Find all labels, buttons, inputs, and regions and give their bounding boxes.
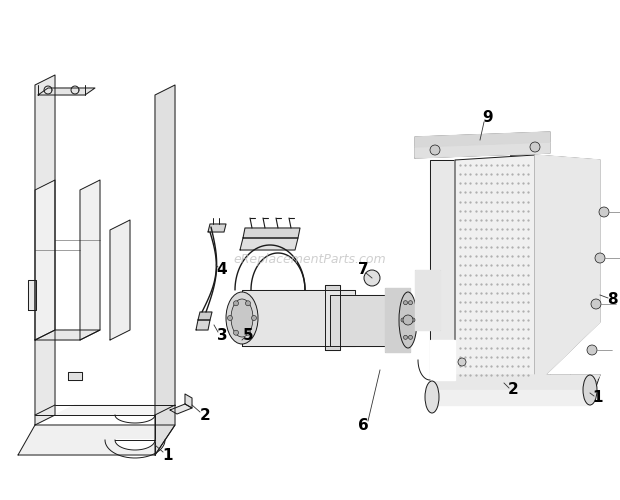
Polygon shape bbox=[415, 270, 440, 330]
Text: eReplacementParts.com: eReplacementParts.com bbox=[234, 254, 386, 266]
Circle shape bbox=[246, 330, 250, 335]
Polygon shape bbox=[170, 404, 192, 414]
Text: 1: 1 bbox=[593, 390, 603, 406]
Polygon shape bbox=[430, 160, 455, 390]
Polygon shape bbox=[408, 313, 418, 327]
Polygon shape bbox=[426, 292, 436, 300]
Text: 8: 8 bbox=[607, 292, 618, 308]
Polygon shape bbox=[38, 88, 95, 95]
Polygon shape bbox=[510, 155, 535, 385]
Text: 4: 4 bbox=[216, 262, 228, 278]
Circle shape bbox=[409, 336, 412, 340]
Polygon shape bbox=[240, 238, 298, 250]
Polygon shape bbox=[35, 330, 100, 340]
Polygon shape bbox=[80, 180, 100, 340]
Polygon shape bbox=[243, 228, 300, 238]
Ellipse shape bbox=[226, 292, 258, 344]
Polygon shape bbox=[325, 285, 340, 350]
Polygon shape bbox=[430, 340, 455, 380]
Polygon shape bbox=[430, 390, 590, 405]
Polygon shape bbox=[415, 132, 550, 147]
Polygon shape bbox=[115, 440, 155, 450]
Polygon shape bbox=[330, 295, 390, 346]
Polygon shape bbox=[430, 385, 535, 390]
Polygon shape bbox=[385, 288, 410, 352]
Text: 9: 9 bbox=[483, 110, 494, 126]
Ellipse shape bbox=[399, 292, 417, 348]
Circle shape bbox=[401, 318, 405, 322]
Circle shape bbox=[599, 207, 609, 217]
Polygon shape bbox=[490, 380, 506, 388]
Circle shape bbox=[587, 345, 597, 355]
Ellipse shape bbox=[583, 375, 597, 405]
Polygon shape bbox=[155, 85, 175, 455]
Circle shape bbox=[228, 316, 232, 320]
Circle shape bbox=[430, 145, 440, 155]
Polygon shape bbox=[208, 224, 226, 232]
Circle shape bbox=[364, 270, 380, 286]
Polygon shape bbox=[18, 425, 175, 455]
Circle shape bbox=[234, 330, 239, 335]
Polygon shape bbox=[415, 142, 550, 158]
Circle shape bbox=[530, 142, 540, 152]
Polygon shape bbox=[35, 75, 55, 425]
Circle shape bbox=[234, 301, 239, 306]
Text: 2: 2 bbox=[508, 382, 518, 398]
Polygon shape bbox=[110, 220, 130, 340]
Polygon shape bbox=[185, 394, 192, 408]
Polygon shape bbox=[55, 405, 175, 415]
Polygon shape bbox=[430, 375, 600, 390]
Circle shape bbox=[246, 301, 250, 306]
Polygon shape bbox=[198, 312, 212, 320]
Polygon shape bbox=[28, 280, 36, 310]
Polygon shape bbox=[242, 290, 355, 346]
Ellipse shape bbox=[425, 381, 439, 413]
Polygon shape bbox=[455, 155, 535, 390]
Circle shape bbox=[458, 358, 466, 366]
Circle shape bbox=[591, 299, 601, 309]
Ellipse shape bbox=[231, 299, 253, 337]
Circle shape bbox=[252, 316, 257, 320]
Circle shape bbox=[403, 315, 413, 325]
Text: 5: 5 bbox=[242, 328, 254, 342]
Polygon shape bbox=[68, 372, 82, 380]
Circle shape bbox=[595, 253, 605, 263]
Circle shape bbox=[411, 318, 415, 322]
Text: 3: 3 bbox=[216, 328, 228, 342]
Text: 7: 7 bbox=[358, 262, 368, 278]
Text: 6: 6 bbox=[358, 418, 368, 432]
Polygon shape bbox=[535, 155, 600, 385]
Text: 2: 2 bbox=[200, 408, 210, 422]
Circle shape bbox=[404, 300, 407, 304]
Circle shape bbox=[409, 300, 412, 304]
Circle shape bbox=[404, 336, 407, 340]
Polygon shape bbox=[196, 320, 210, 330]
Text: 1: 1 bbox=[162, 448, 173, 462]
Polygon shape bbox=[35, 180, 55, 340]
